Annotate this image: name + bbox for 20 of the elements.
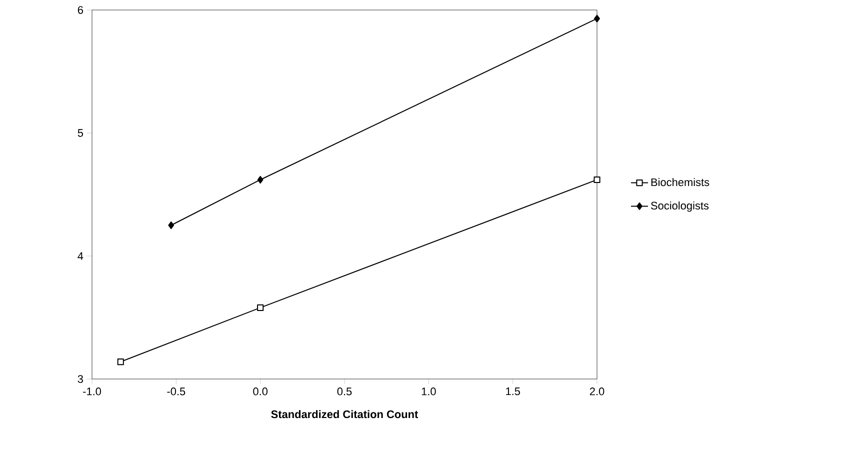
x-tick-label: 0.5 (337, 388, 352, 396)
point (168, 221, 174, 230)
x-tick-label: -1.0 (83, 388, 102, 396)
point (117, 358, 124, 366)
x-tick-label: 2.0 (590, 388, 604, 396)
y-tick-label: 5 (78, 129, 84, 137)
x-tick-label: 1.5 (506, 388, 520, 396)
x-tick-label: -0.5 (167, 388, 186, 396)
x-tick-label: 0.0 (253, 388, 268, 396)
x-axis-title: Standardized Citation Count (271, 410, 418, 418)
point (594, 14, 600, 22)
point (594, 176, 600, 184)
point (257, 304, 264, 311)
legend-label: Biochemists (651, 178, 710, 186)
y-tick-label: 4 (78, 252, 84, 260)
y-tick-label: 3 (78, 375, 83, 383)
y-tick-label: 6 (78, 6, 83, 14)
x-tick-label: 1.0 (422, 388, 436, 396)
legend-label: Sociologists (650, 201, 709, 212)
point (257, 176, 264, 184)
